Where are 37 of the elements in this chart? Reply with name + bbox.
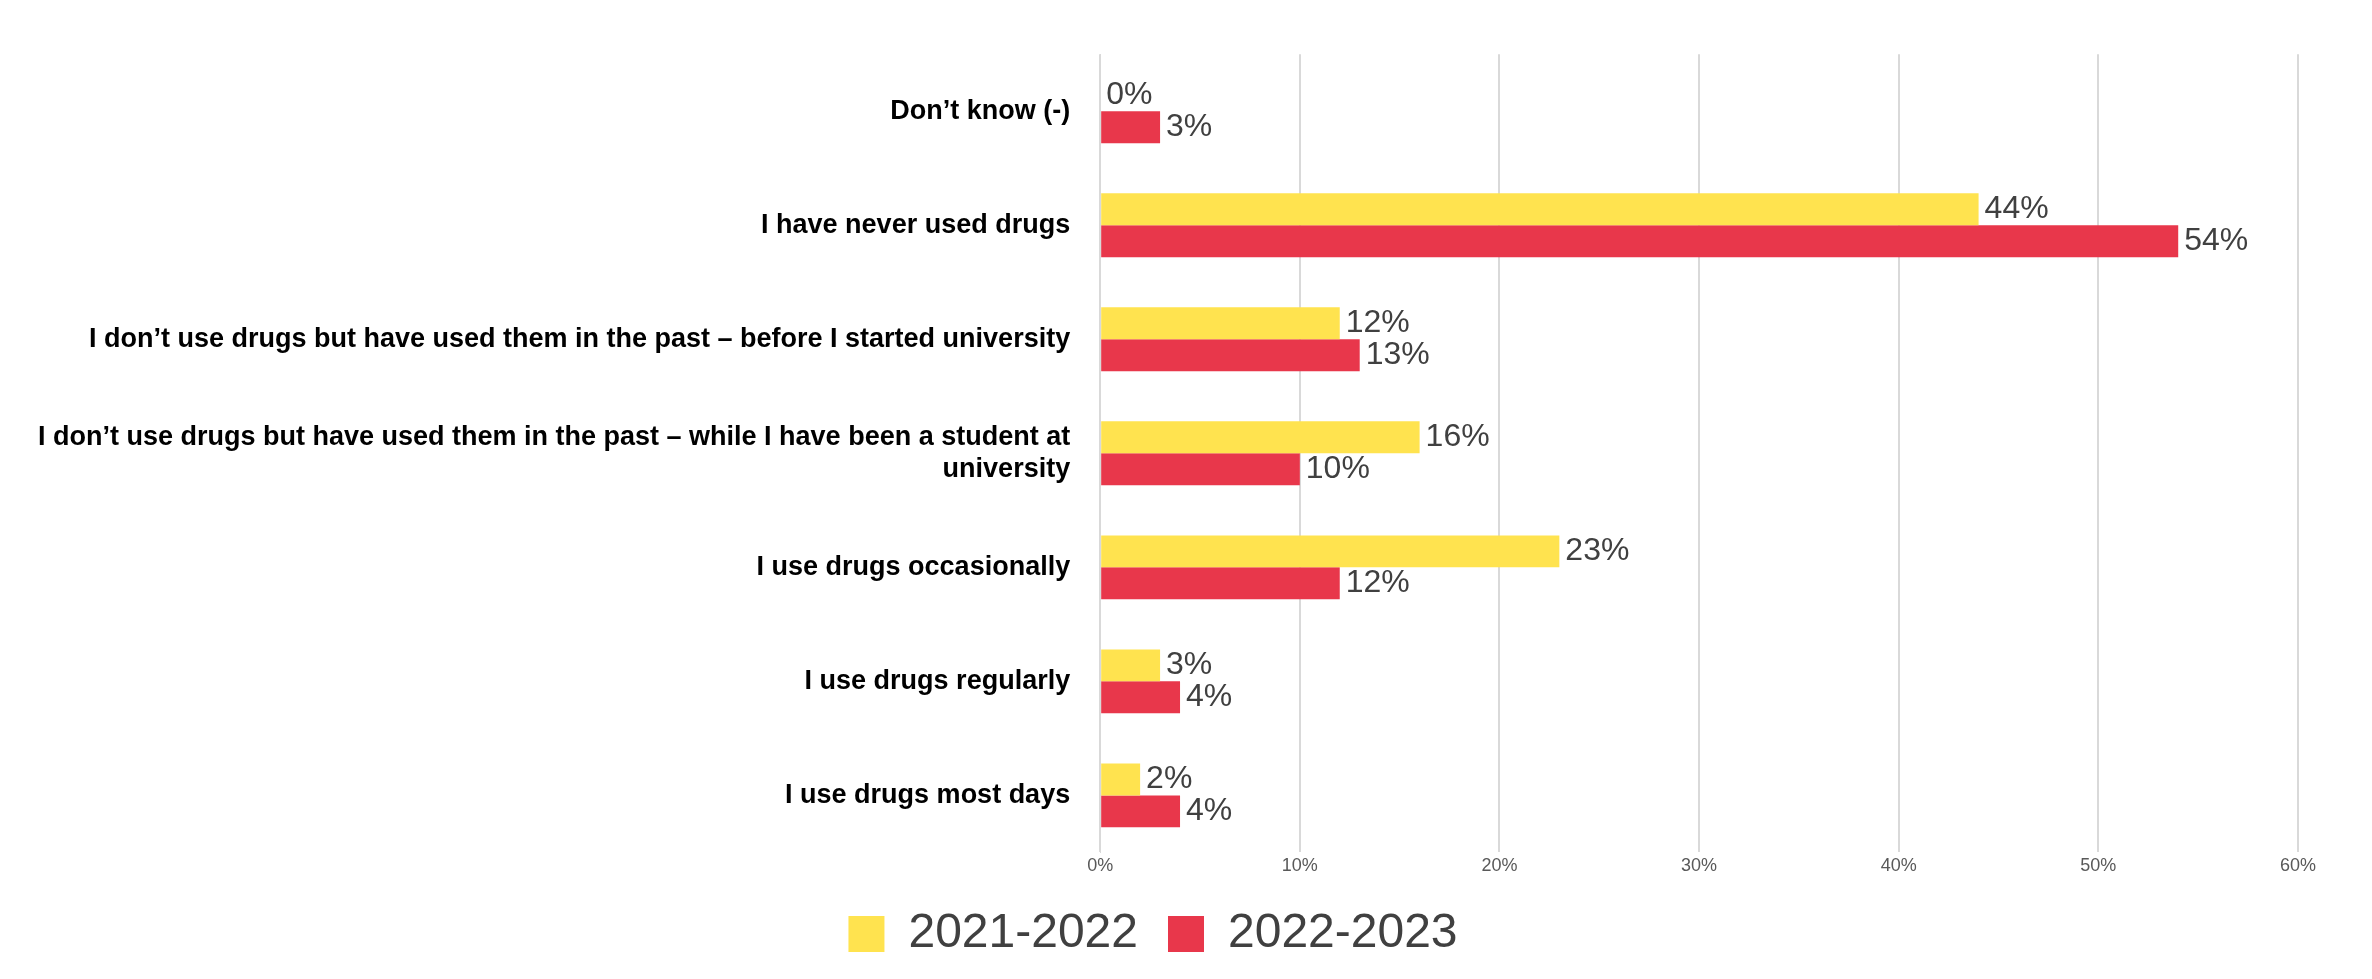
y-tick-label: I don’t use drugs but have used them in the past – while I have been a student at university — [38, 420, 1071, 483]
y-tick-label: I don’t use drugs but have used them in the past – before I started university — [88, 322, 1071, 353]
x-tick-label: 60% — [2279, 855, 2317, 876]
y-tick-label: I use drugs occasionally — [756, 550, 1071, 581]
bar — [1101, 567, 1340, 600]
bar — [1101, 535, 1560, 568]
bar — [1101, 795, 1181, 828]
x-tick-label: 40% — [1880, 855, 1917, 876]
bar — [1101, 649, 1161, 682]
x-tick-label: 10% — [1281, 855, 1318, 876]
data-label: 3% — [1166, 107, 1213, 144]
data-label: 44% — [1984, 189, 2049, 226]
x-tick-label: 0% — [1087, 855, 1114, 876]
data-label: 16% — [1425, 417, 1490, 454]
bar — [1101, 225, 2179, 258]
bar — [1101, 111, 1161, 144]
y-tick-label: I use drugs regularly — [804, 664, 1071, 695]
x-tick-label: 20% — [1481, 855, 1518, 876]
bar — [1101, 421, 1420, 454]
bar — [1101, 339, 1360, 372]
bar — [1101, 307, 1340, 340]
data-label: 23% — [1565, 531, 1630, 568]
legend-label: 2022-2023 — [1228, 904, 1458, 958]
legend-label: 2021-2022 — [908, 904, 1138, 958]
data-label: 10% — [1305, 449, 1370, 486]
data-label: 0% — [1106, 75, 1153, 112]
data-label: 54% — [2184, 221, 2249, 258]
x-tick-label: 50% — [2080, 855, 2117, 876]
bar — [1101, 453, 1300, 486]
bar — [1101, 763, 1141, 796]
bar — [1101, 193, 1979, 226]
y-tick-label: Don’t know (-) — [890, 94, 1071, 125]
data-label: 12% — [1345, 563, 1410, 600]
y-tick-label: I use drugs most days — [785, 778, 1071, 809]
bar — [1101, 681, 1181, 714]
x-tick-label: 30% — [1681, 855, 1718, 876]
y-tick-label: I have never used drugs — [761, 208, 1071, 239]
